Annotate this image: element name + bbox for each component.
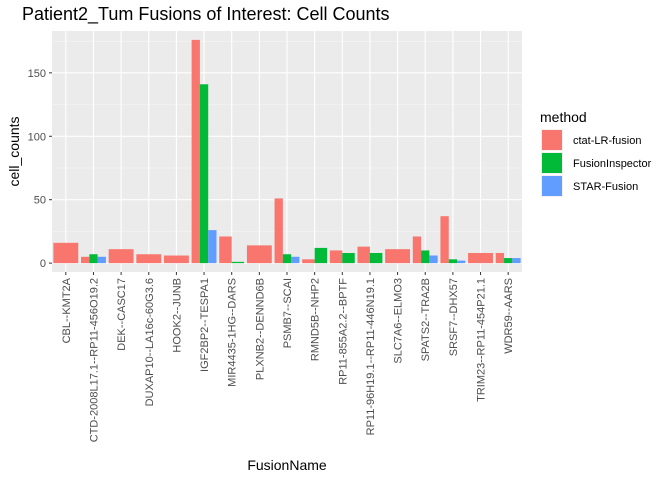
bars: [53, 39, 521, 264]
bar: [412, 236, 422, 264]
bar: [163, 255, 189, 264]
x-tick-label: MIR4435-1HG--DARS: [227, 278, 239, 387]
legend-swatch: [542, 153, 562, 173]
legend-swatch: [542, 176, 562, 196]
x-tick-label: TRIM23--RP11-454P21.1: [476, 278, 488, 402]
x-tick-label: PLXNB2--DENND6B: [254, 278, 266, 380]
y-tick-label: 150: [28, 68, 46, 80]
legend-swatch: [542, 130, 562, 150]
legend-title: method: [540, 109, 587, 125]
bar: [81, 256, 90, 264]
y-tick-label: 50: [34, 195, 46, 207]
chart-title: Patient2_Tum Fusions of Interest: Cell C…: [22, 4, 390, 25]
bar: [457, 260, 466, 264]
x-tick-label: RP11-96H19.1--RP11-446N19.1: [365, 278, 377, 435]
x-tick-label: SPATS2--TRA2B: [420, 278, 432, 361]
bar: [302, 259, 315, 264]
bar: [53, 242, 79, 264]
bar: [136, 254, 162, 264]
bar: [231, 261, 245, 264]
bar: [342, 252, 355, 264]
bar: [504, 258, 513, 264]
bar: [246, 245, 272, 264]
x-tick-label: CTD-2008L17.1--RP11-456O19.2: [88, 278, 100, 442]
bar: [448, 259, 458, 264]
x-axis-ticks: CBL--KMT2A CTD-2008L17.1--RP11-456O19.2 DE…: [61, 272, 515, 442]
y-tick-label: 100: [28, 131, 46, 143]
bar: [208, 230, 217, 264]
bar: [274, 198, 283, 264]
legend-items: ctat-LR-fusion FusionInspector STAR-Fusion: [541, 129, 652, 197]
bar: [385, 249, 411, 264]
x-tick-label: WDR59--AARS: [503, 278, 515, 354]
bar: [291, 256, 300, 264]
bar: [314, 247, 328, 264]
y-axis-ticks: 0 50 100 150: [28, 68, 52, 270]
grid-lines: [52, 31, 522, 272]
bar: [219, 236, 232, 264]
x-tick-label: DEK--CASC17: [116, 278, 128, 351]
bar: [512, 258, 521, 264]
bar: [440, 216, 449, 264]
bar: [495, 252, 505, 264]
bar: [369, 252, 383, 264]
x-tick-label: DUXAP10--LA16c-60G3.6: [144, 278, 156, 406]
bar: [108, 249, 134, 264]
legend-label: STAR-Fusion: [573, 181, 638, 193]
x-tick-label: IGF2BP2--TESPA1: [199, 278, 211, 372]
bar: [282, 254, 292, 264]
bar: [421, 250, 430, 264]
y-tick-label: 0: [40, 258, 46, 270]
x-tick-label: RMND5B--NHP2: [310, 278, 322, 361]
bar: [357, 246, 370, 264]
x-tick-label: RP11-855A2.2--BPTF: [337, 278, 349, 385]
bar: [429, 255, 438, 264]
bar: [89, 254, 98, 264]
bar: [191, 39, 200, 264]
x-tick-label: SRSF7--DHX57: [448, 278, 460, 356]
legend-label: FusionInspector: [573, 158, 652, 170]
x-axis-title: FusionName: [247, 457, 327, 473]
x-tick-label: HOOK2--JUNB: [171, 278, 183, 353]
x-tick-label: PSMB7--SCAI: [282, 278, 294, 348]
x-tick-label: SLC7A6--ELMO3: [393, 278, 405, 364]
bar: [468, 252, 493, 264]
bar: [97, 256, 106, 264]
legend-label: ctat-LR-fusion: [573, 135, 641, 147]
bar: [199, 84, 209, 264]
x-tick-label: CBL--KMT2A: [61, 277, 73, 343]
y-axis-title: cell_counts: [6, 116, 22, 186]
bar: [329, 250, 343, 264]
legend: method ctat-LR-fusion FusionInspector STAR…: [540, 109, 652, 197]
